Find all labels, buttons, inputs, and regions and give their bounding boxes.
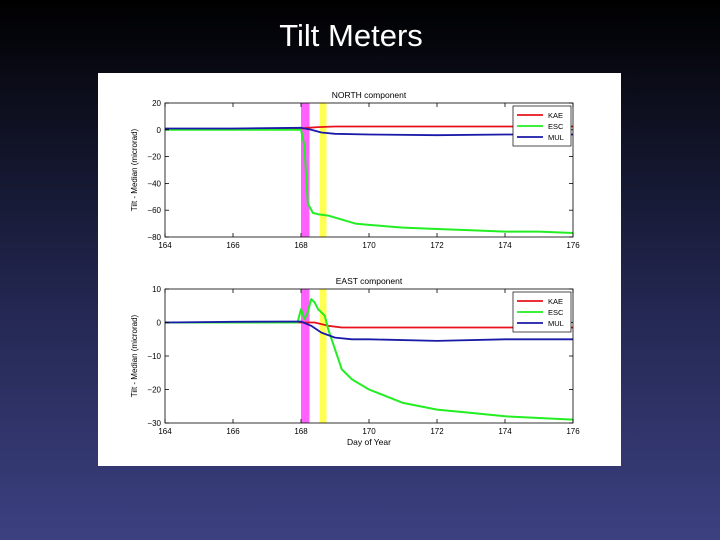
- chart-2-title: EAST component: [336, 276, 403, 286]
- chart-2-ytick-label: −10: [147, 352, 161, 361]
- chart-2-ytick-label: −20: [147, 386, 161, 395]
- chart-2-highlight-band-yellow: [319, 289, 327, 423]
- chart-2-ytick-label: −30: [147, 419, 161, 428]
- chart-1-xtick-label: 176: [566, 241, 580, 250]
- chart-1-xtick-label: 168: [294, 241, 308, 250]
- chart-1-series-mul: [165, 126, 573, 137]
- chart-1-ytick-label: 20: [152, 99, 161, 108]
- figure-panel: 164 166 168 170 172 174 176 20 0 −20 −40 −60 −80 NORT…: [98, 73, 621, 466]
- slide-title: Tilt Meters: [279, 18, 423, 53]
- chart-1-legend-label-esc: ESC: [548, 122, 564, 131]
- chart-2-xtick-label: 168: [294, 427, 308, 436]
- chart-2-highlight-band-magenta: [301, 289, 310, 423]
- chart-1-highlight-band-yellow: [319, 103, 327, 237]
- tilt-charts: 164 166 168 170 172 174 176 20 0 −20 −40 −60 −80 NORT…: [130, 90, 580, 447]
- chart-2-ytick-label: 10: [152, 285, 161, 294]
- chart-1-plot-area: [165, 103, 573, 237]
- chart-1-ytick-label: 0: [157, 126, 162, 135]
- chart-1-ylabel: Tilt - Median (microrad): [130, 128, 139, 211]
- chart-1-xtick-label: 164: [158, 241, 172, 250]
- chart-1-ytick-label: −20: [147, 153, 161, 162]
- chart-1-xtick-label: 166: [226, 241, 240, 250]
- chart-1-xtick-label: 174: [498, 241, 512, 250]
- chart-2-xlabel: Day of Year: [347, 437, 391, 447]
- chart-2-plot-area: [165, 289, 573, 423]
- chart-1-series-esc: [165, 128, 574, 234]
- chart-1-ytick-label: −80: [147, 233, 161, 242]
- chart-2-legend-label-kae: KAE: [548, 297, 563, 306]
- chart-2-xtick-label: 170: [362, 427, 376, 436]
- chart-1-ytick-label: −60: [147, 206, 161, 215]
- chart-2-series-mul: [164, 320, 573, 342]
- chart-2-series-esc: [165, 298, 574, 421]
- chart-2-ytick-label: 0: [157, 319, 162, 328]
- chart-2-xtick-label: 166: [226, 427, 240, 436]
- chart-1-ytick-label: −40: [147, 179, 161, 188]
- chart-1-legend-label-mul: MUL: [548, 133, 564, 142]
- chart-1-xtick-label: 170: [362, 241, 376, 250]
- chart-2-xtick-label: 172: [430, 427, 444, 436]
- chart-1-legend-label-kae: KAE: [548, 111, 563, 120]
- chart-2-ylabel: Tilt - Median (microrad): [130, 314, 139, 397]
- chart-2-xtick-label: 164: [158, 427, 172, 436]
- chart-2-legend-label-mul: MUL: [548, 319, 564, 328]
- chart-2-legend-label-esc: ESC: [548, 308, 564, 317]
- chart-1-xtick-label: 172: [430, 241, 444, 250]
- chart-2-xtick-label: 176: [566, 427, 580, 436]
- chart-1-title: NORTH component: [332, 90, 407, 100]
- chart-2-xtick-label: 174: [498, 427, 512, 436]
